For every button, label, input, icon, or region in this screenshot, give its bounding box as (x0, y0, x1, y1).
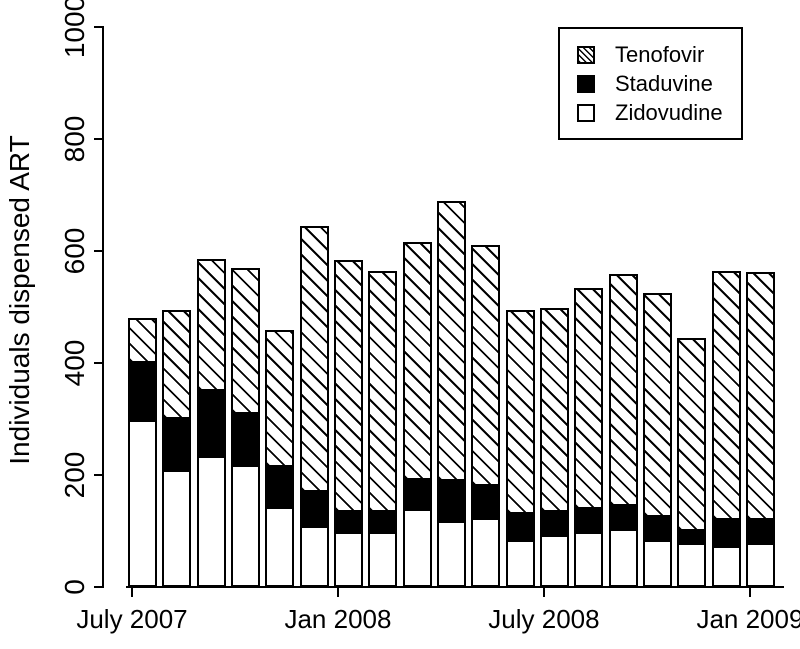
legend-label-zidovudine: Zidovudine (615, 99, 723, 125)
bar-segment-tenofovir (370, 273, 395, 512)
bar-segment-tenofovir (405, 244, 430, 480)
bar-month-18 (712, 271, 741, 587)
bar-segment-tenofovir (679, 340, 704, 531)
bar-segment-staduvine (508, 514, 533, 542)
bar-month-6 (300, 226, 329, 587)
bar-segment-staduvine (199, 391, 224, 458)
bar-segment-staduvine (473, 486, 498, 520)
bar-segment-tenofovir (233, 270, 258, 414)
white-swatch-icon (577, 103, 595, 122)
legend-label-staduvine: Staduvine (615, 70, 713, 96)
bar-month-11 (471, 245, 500, 587)
bar-segment-staduvine (611, 506, 636, 531)
bar-month-13 (540, 308, 569, 587)
bar-segment-tenofovir (714, 273, 739, 520)
bar-segment-staduvine (439, 481, 464, 523)
x-tick-label: July 2007 (76, 604, 188, 634)
x-tick-label: July 2008 (488, 604, 600, 634)
bar-month-5 (265, 330, 294, 587)
bar-segment-staduvine (714, 520, 739, 548)
bar-month-7 (334, 260, 363, 587)
legend-row-tenofovir: Tenofovir (577, 40, 741, 69)
y-tick-mark (94, 362, 102, 364)
bar-segment-staduvine (302, 492, 327, 528)
x-tick-label: Jan 2009 (696, 604, 800, 634)
bar-segment-staduvine (405, 480, 430, 511)
bar-segment-staduvine (164, 419, 189, 472)
y-axis-line (102, 26, 104, 588)
bar-month-1 (128, 318, 157, 587)
bar-segment-staduvine (576, 509, 601, 534)
bar-month-4 (231, 268, 260, 587)
y-axis-title: Individuals dispensed ART (4, 135, 35, 465)
bar-segment-tenofovir (439, 203, 464, 481)
y-tick-mark (94, 138, 102, 140)
bar-segment-tenofovir (508, 312, 533, 514)
bar-segment-tenofovir (611, 276, 636, 506)
y-tick-label: 1000 (59, 0, 90, 59)
x-tick-mark (131, 588, 133, 597)
bar-month-10 (437, 201, 466, 587)
bar-month-8 (368, 271, 397, 587)
bar-segment-tenofovir (199, 261, 224, 391)
y-tick-label: 200 (59, 451, 90, 499)
bar-segment-staduvine (267, 467, 292, 509)
bar-segment-tenofovir (748, 274, 773, 520)
bar-month-3 (197, 259, 226, 587)
bar-segment-tenofovir (130, 320, 155, 363)
bar-month-19 (746, 272, 775, 587)
bar-month-9 (403, 242, 432, 587)
bar-month-14 (574, 288, 603, 587)
x-axis-line (126, 586, 784, 588)
bar-segment-tenofovir (542, 310, 567, 512)
hatch-swatch-icon (577, 45, 595, 64)
x-tick-mark (336, 588, 339, 597)
x-tick-mark (748, 588, 751, 597)
bar-month-15 (609, 274, 638, 587)
black-swatch-icon (577, 74, 595, 93)
bar-segment-tenofovir (473, 247, 498, 486)
bar-segment-tenofovir (645, 295, 670, 517)
y-tick-mark (94, 26, 102, 28)
legend-row-zidovudine: Zidovudine (577, 98, 741, 127)
bar-segment-staduvine (336, 512, 361, 534)
y-tick-label: 0 (59, 579, 90, 595)
bar-segment-staduvine (233, 414, 258, 467)
bar-month-16 (643, 293, 672, 587)
bar-segment-tenofovir (336, 262, 361, 512)
bar-segment-staduvine (370, 512, 395, 534)
bar-month-12 (506, 310, 535, 587)
legend-label-tenofovir: Tenofovir (615, 41, 705, 67)
bar-segment-tenofovir (302, 228, 327, 492)
bar-segment-staduvine (645, 517, 670, 542)
bar-month-2 (162, 310, 191, 587)
legend: Tenofovir Staduvine Zidovudine (558, 27, 743, 140)
y-tick-label: 800 (59, 115, 90, 163)
y-tick-mark (94, 474, 102, 476)
bar-segment-staduvine (679, 531, 704, 545)
bar-segment-tenofovir (576, 290, 601, 509)
bar-segment-tenofovir (164, 312, 189, 419)
bar-segment-staduvine (130, 363, 155, 422)
legend-row-staduvine: Staduvine (577, 69, 741, 98)
x-tick-mark (542, 588, 545, 597)
bar-segment-staduvine (542, 512, 567, 537)
bar-segment-tenofovir (267, 332, 292, 467)
y-tick-label: 400 (59, 339, 90, 387)
y-tick-label: 600 (59, 227, 90, 275)
y-tick-mark (94, 250, 102, 252)
bar-segment-staduvine (748, 520, 773, 545)
bar-month-17 (677, 338, 706, 587)
y-tick-mark (94, 586, 102, 588)
x-tick-label: Jan 2008 (284, 604, 392, 634)
